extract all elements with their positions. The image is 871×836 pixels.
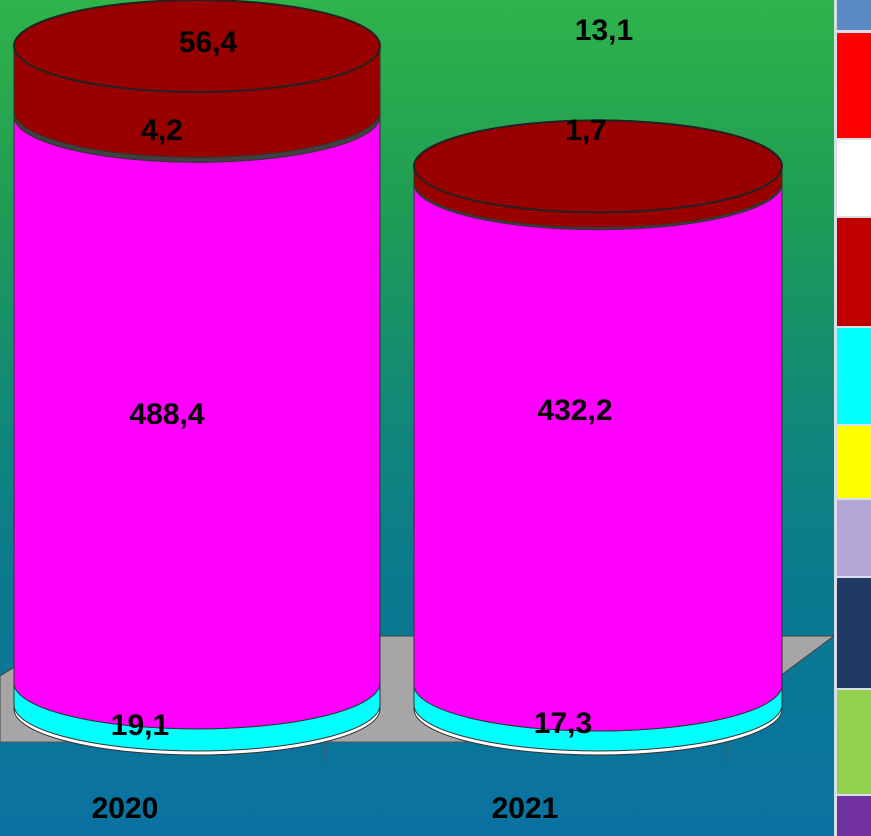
data-label: 19,1 bbox=[111, 709, 169, 742]
legend-swatch bbox=[837, 690, 871, 794]
legend-swatch bbox=[837, 218, 871, 326]
x-tick-label-2021: 2021 bbox=[492, 792, 559, 825]
legend-swatch bbox=[837, 796, 871, 836]
data-label: 432,2 bbox=[537, 394, 612, 427]
cylinder-2020: 19,1 488,4 4,2 56,4 bbox=[13, 0, 381, 756]
x-tick-label-2020: 2020 bbox=[92, 792, 159, 825]
legend-swatch bbox=[837, 33, 871, 138]
legend-swatch bbox=[837, 578, 871, 688]
stacked-cylinder-chart: 19,1 488,4 4,2 56,4 17,3 432,2 1,7 13,1 2020 20… bbox=[0, 0, 834, 825]
data-label: 488,4 bbox=[129, 398, 204, 431]
legend-swatch bbox=[837, 140, 871, 216]
legend-swatch bbox=[837, 328, 871, 424]
data-label: 17,3 bbox=[534, 707, 592, 740]
cylinder-segment bbox=[413, 183, 783, 732]
cylinder-2021: 17,3 432,2 1,7 13,1 bbox=[413, 14, 783, 756]
data-label: 1,7 bbox=[565, 114, 607, 147]
data-label: 13,1 bbox=[575, 14, 633, 47]
cylinder-top-cap bbox=[413, 119, 783, 214]
legend-swatch bbox=[837, 500, 871, 576]
legend-swatch bbox=[837, 0, 871, 30]
data-label: 4,2 bbox=[141, 114, 183, 147]
data-label: 56,4 bbox=[179, 26, 238, 59]
cylinder-top-cap bbox=[13, 0, 381, 93]
legend-strip bbox=[834, 0, 871, 836]
legend-swatch bbox=[837, 426, 871, 498]
